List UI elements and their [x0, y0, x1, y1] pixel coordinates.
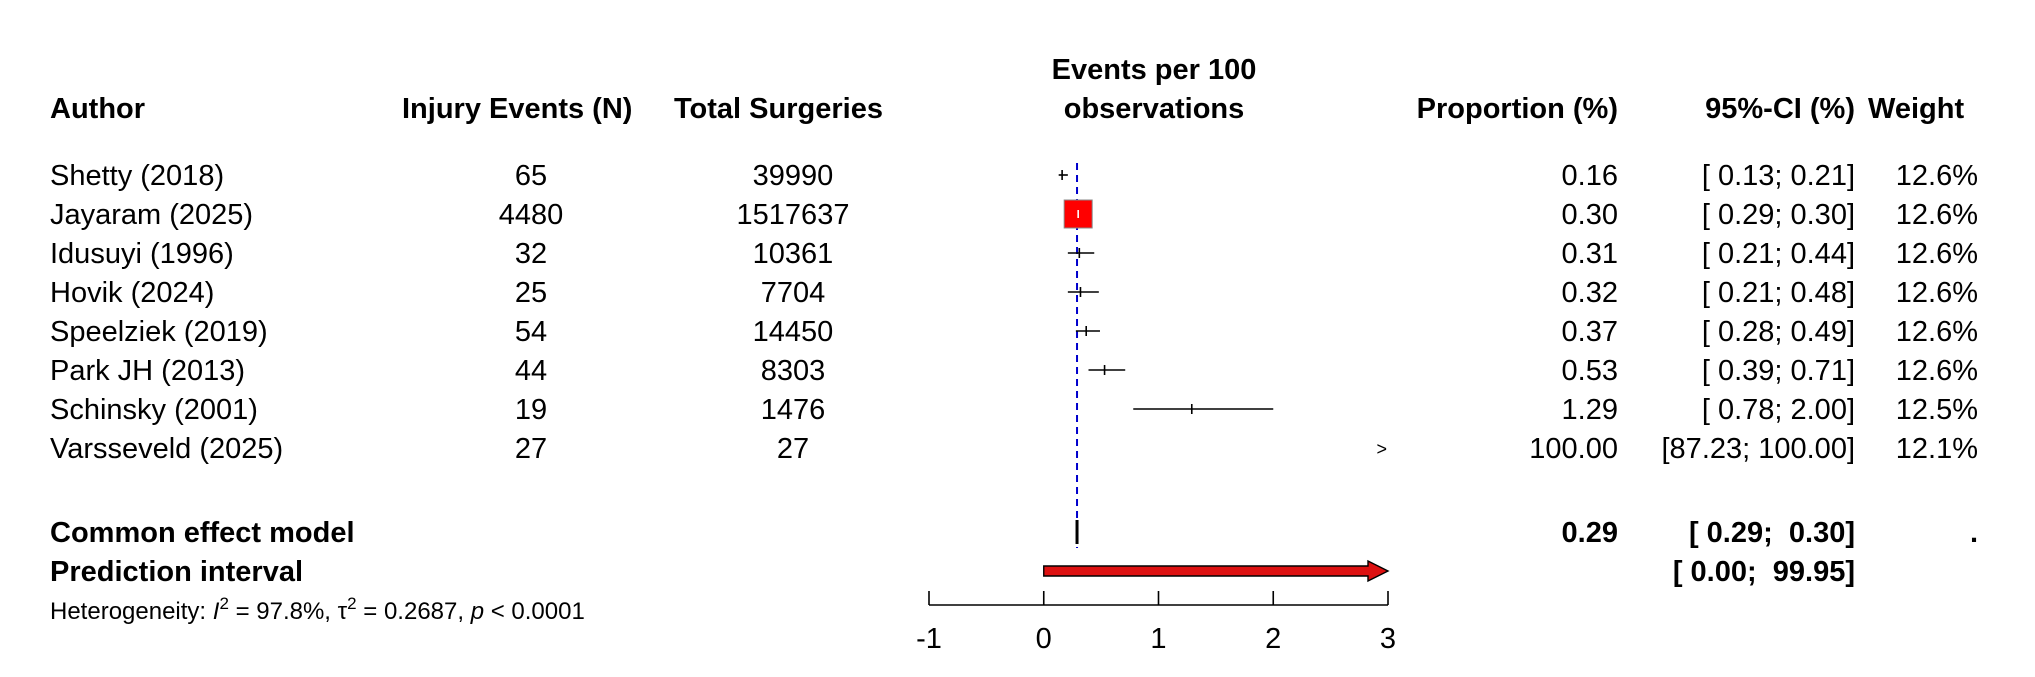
study-total: 10361 [753, 238, 834, 270]
study-author: Varsseveld (2025) [50, 433, 283, 465]
study-proportion: 0.31 [1562, 238, 1618, 270]
study-events: 27 [515, 433, 547, 465]
study-weight: 12.6% [1896, 199, 1978, 231]
p-value: < 0.0001 [484, 598, 585, 625]
study-author: Park JH (2013) [50, 355, 245, 387]
plot-title-line2: observations [1064, 93, 1245, 125]
study-events: 65 [515, 160, 547, 192]
axis-tick-label: 1 [1150, 623, 1166, 655]
study-row: Shetty (2018) 65 39990 0.16 [ 0.13; 0.21] 12.… [50, 160, 1978, 192]
study-events: 25 [515, 277, 547, 309]
study-weight: 12.6% [1896, 238, 1978, 270]
study-row: Park JH (2013) 44 8303 0.53 [ 0.39; 0.71] 12.… [50, 355, 1978, 387]
tau-value: = 0.2687, [357, 598, 471, 625]
study-weight: 12.6% [1896, 277, 1978, 309]
study-proportion: 0.37 [1562, 316, 1618, 348]
study-events: 44 [515, 355, 547, 387]
off-scale-marker: > [1376, 439, 1387, 459]
study-total: 8303 [761, 355, 826, 387]
i2-symbol: I [213, 598, 220, 625]
study-ci: [ 0.28; 0.49] [1702, 316, 1855, 348]
study-weight: 12.6% [1896, 355, 1978, 387]
p-symbol: p [470, 598, 484, 625]
common-model-proportion: 0.29 [1562, 517, 1618, 549]
study-events: 54 [515, 316, 547, 348]
study-weight: 12.1% [1896, 433, 1978, 465]
axis-tick-label: 3 [1380, 623, 1396, 655]
x-axis: -1 0 1 2 3 [916, 591, 1396, 655]
header-weight: Weight [1868, 93, 1964, 125]
study-total: 14450 [753, 316, 834, 348]
study-total: 7704 [761, 277, 826, 309]
prediction-interval-label: Prediction interval [50, 556, 303, 588]
study-ci: [ 0.39; 0.71] [1702, 355, 1855, 387]
study-row: Hovik (2024) 25 7704 0.32 [ 0.21; 0.48] 12.6% [50, 277, 1978, 309]
study-events: 32 [515, 238, 547, 270]
study-ci: [ 0.13; 0.21] [1702, 160, 1855, 192]
study-total: 1517637 [737, 199, 850, 231]
study-proportion: 0.30 [1562, 199, 1618, 231]
study-proportion: 0.32 [1562, 277, 1618, 309]
study-row: Jayaram (2025) 4480 1517637 0.30 [ 0.29; 0.3… [50, 199, 1978, 231]
header-proportion: Proportion (%) [1417, 93, 1618, 125]
header-events: Injury Events (N) [402, 93, 632, 125]
study-ci: [ 0.29; 0.30] [1702, 199, 1855, 231]
i2-value: = 97.8%, [229, 598, 338, 625]
study-total: 27 [777, 433, 809, 465]
study-author: Jayaram (2025) [50, 199, 253, 231]
study-row: Idusuyi (1996) 32 10361 0.31 [ 0.21; 0.44] 12… [50, 238, 1978, 270]
common-model-label: Common effect model [50, 517, 355, 549]
study-proportion: 1.29 [1562, 394, 1618, 426]
header-ci: 95%-CI (%) [1705, 93, 1855, 125]
plot-title-line1: Events per 100 [1052, 54, 1257, 86]
study-ci: [ 0.78; 2.00] [1702, 394, 1855, 426]
common-model-ci: [ 0.29; 0.30] [1689, 517, 1855, 549]
prediction-interval-bar [1043, 559, 1390, 583]
study-ci: [ 0.21; 0.44] [1702, 238, 1855, 270]
axis-tick-label: 0 [1036, 623, 1052, 655]
study-events: 4480 [499, 199, 564, 231]
study-row: Varsseveld (2025) 27 27 100.00 [87.23; 100.0… [50, 433, 1978, 465]
study-proportion: 0.16 [1562, 160, 1618, 192]
study-author: Idusuyi (1996) [50, 238, 234, 270]
study-weight: 12.6% [1896, 160, 1978, 192]
study-weight: 12.6% [1896, 316, 1978, 348]
study-author: Shetty (2018) [50, 160, 224, 192]
study-row: Speelziek (2019) 54 14450 0.37 [ 0.28; 0.49]… [50, 316, 1978, 348]
tau-symbol: τ [338, 598, 348, 625]
heterogeneity-statistics: Heterogeneity: I2 = 97.8%, τ2 = 0.2687, … [50, 594, 585, 625]
axis-tick-label: 2 [1265, 623, 1281, 655]
header-total: Total Surgeries [674, 93, 883, 125]
prediction-interval-ci: [ 0.00; 99.95] [1673, 556, 1855, 588]
study-total: 39990 [753, 160, 834, 192]
study-ci: [ 0.21; 0.48] [1702, 277, 1855, 309]
study-total: 1476 [761, 394, 826, 426]
study-proportion: 0.53 [1562, 355, 1618, 387]
plot-marks: > [1043, 163, 1390, 583]
study-author: Schinsky (2001) [50, 394, 258, 426]
study-author: Hovik (2024) [50, 277, 214, 309]
common-model-weight: . [1970, 517, 1978, 549]
study-row: Schinsky (2001) 19 1476 1.29 [ 0.78; 2.00] 12… [50, 394, 1978, 426]
study-proportion: 100.00 [1529, 433, 1618, 465]
study-ci: [87.23; 100.00] [1662, 433, 1856, 465]
heterogeneity-prefix: Heterogeneity: [50, 598, 213, 625]
header-author: Author [50, 93, 145, 125]
study-author: Speelziek (2019) [50, 316, 268, 348]
study-weight: 12.5% [1896, 394, 1978, 426]
study-events: 19 [515, 394, 547, 426]
study-rows: Shetty (2018) 65 39990 0.16 [ 0.13; 0.21] 12.… [50, 160, 1978, 465]
axis-tick-label: -1 [916, 623, 942, 655]
